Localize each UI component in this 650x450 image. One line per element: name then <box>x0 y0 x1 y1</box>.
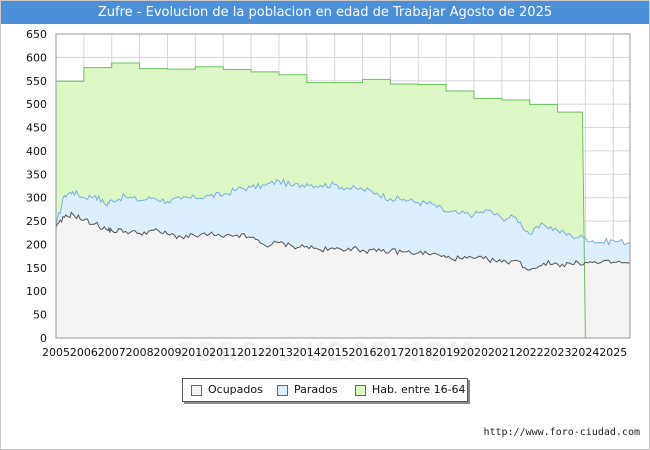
y-tick-label: 600 <box>26 51 47 64</box>
y-tick-label: 200 <box>26 238 47 251</box>
x-tick-label: 2020 <box>460 346 488 359</box>
x-tick-label: 2022 <box>516 346 544 359</box>
source-url: http://www.foro-ciudad.com <box>483 427 640 438</box>
x-tick-label: 2021 <box>488 346 516 359</box>
legend-swatch-parados <box>277 385 288 396</box>
y-tick-label: 500 <box>26 98 47 111</box>
x-tick-label: 2009 <box>153 346 181 359</box>
y-tick-label: 100 <box>26 285 47 298</box>
x-tick-label: 2011 <box>209 346 237 359</box>
legend: Ocupados Parados Hab. entre 16-64 <box>182 378 468 402</box>
y-tick-label: 550 <box>26 75 47 88</box>
x-tick-label: 2008 <box>126 346 154 359</box>
x-tick-label: 2006 <box>70 346 98 359</box>
y-tick-label: 50 <box>33 309 47 322</box>
x-tick-label: 2013 <box>265 346 293 359</box>
series-parados-line <box>55 178 631 246</box>
x-tick-label: 2015 <box>321 346 349 359</box>
x-tick-label: 2024 <box>571 346 599 359</box>
y-tick-label: 650 <box>26 28 47 41</box>
y-tick-label: 150 <box>26 262 47 275</box>
series-hab-line <box>56 62 586 339</box>
legend-swatch-ocupados <box>191 385 202 396</box>
watermark: FORO-CIUDAD.COM <box>175 338 475 368</box>
x-tick-label: 2014 <box>293 346 321 359</box>
x-tick-label: 2025 <box>599 346 627 359</box>
x-tick-label: 2019 <box>432 346 460 359</box>
x-tick-label: 2012 <box>237 346 265 359</box>
x-tick-label: 2023 <box>544 346 572 359</box>
chart-title: Zufre - Evolucion de la poblacion en eda… <box>1 1 649 24</box>
x-tick-label: 2005 <box>42 346 70 359</box>
x-tick-label: 2007 <box>98 346 126 359</box>
x-tick-label: 2017 <box>376 346 404 359</box>
y-tick-label: 300 <box>26 192 47 205</box>
legend-swatch-hab <box>355 385 366 396</box>
x-tick-label: 2016 <box>349 346 377 359</box>
legend-label-parados: Parados <box>294 383 338 396</box>
legend-label-hab: Hab. entre 16-64 <box>372 383 466 396</box>
y-tick-label: 450 <box>26 122 47 135</box>
plot-border <box>55 33 631 339</box>
x-tick-label: 2010 <box>181 346 209 359</box>
y-tick-label: 0 <box>40 332 47 345</box>
y-tick-label: 400 <box>26 145 47 158</box>
series-ocupados-line <box>55 211 631 271</box>
legend-label-ocupados: Ocupados <box>208 383 263 396</box>
x-tick-label: 2018 <box>404 346 432 359</box>
y-tick-label: 350 <box>26 168 47 181</box>
y-tick-label: 250 <box>26 215 47 228</box>
series-ocupados-area <box>56 212 630 338</box>
